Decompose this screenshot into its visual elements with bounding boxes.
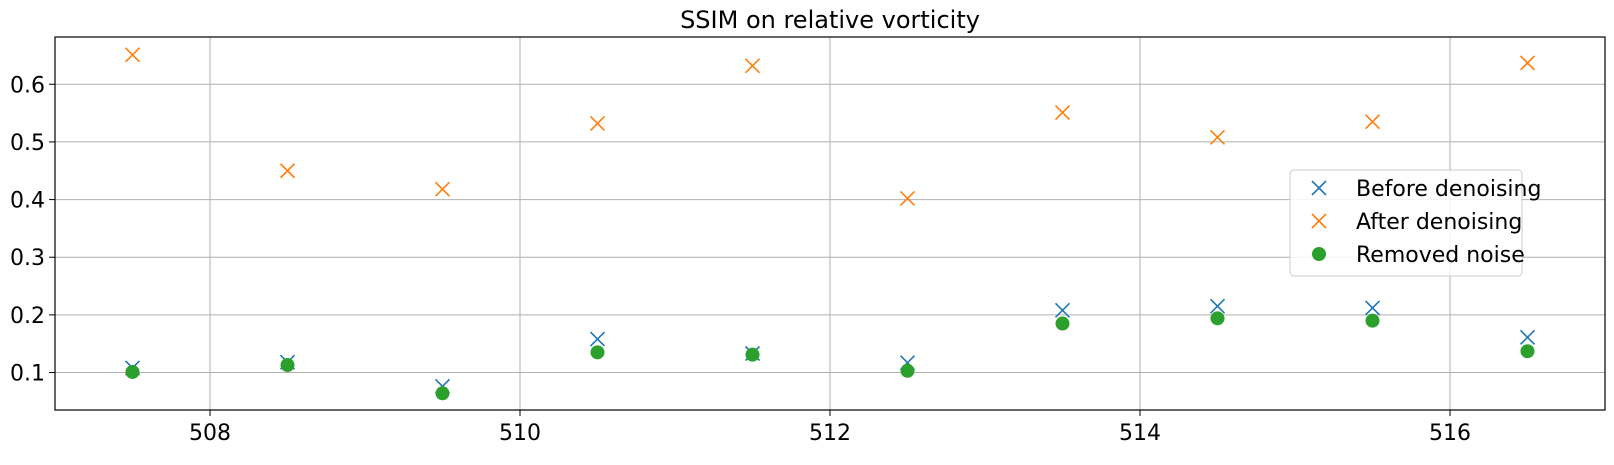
removed-noise-point (900, 363, 915, 378)
before-denoising-point (589, 331, 606, 347)
after-denoising-point (279, 163, 296, 179)
legend-label-before-denoising: Before denoising (1356, 177, 1541, 202)
removed-noise-point (1055, 316, 1070, 331)
after-denoising-point (124, 47, 141, 63)
y-tick-label: 0.2 (10, 304, 45, 329)
before-denoising-point (1519, 329, 1536, 345)
before-denoising-point (1364, 300, 1381, 316)
removed-noise-point (590, 345, 605, 360)
legend: Before denoising After denoising Removed n… (1289, 169, 1541, 277)
removed-noise-point (125, 364, 140, 379)
legend-label-after-denoising: After denoising (1356, 210, 1522, 235)
after-denoising-point (744, 58, 761, 74)
y-tick-label: 0.6 (10, 73, 45, 98)
removed-noise-point (1520, 344, 1535, 359)
removed-noise-point (1365, 313, 1380, 328)
removed-noise-point (745, 347, 760, 362)
x-tick-label: 516 (1429, 421, 1471, 446)
y-tick-label: 0.3 (10, 246, 45, 271)
after-denoising-point (899, 190, 916, 206)
after-denoising-point (434, 181, 451, 197)
removed-noise-point (435, 386, 450, 401)
plot-frame (54, 36, 1606, 411)
axis-ticks: 508 510 512 514 516 0.1 0.2 0.3 0.4 0.5 0.6 (10, 73, 1471, 446)
legend-marker-after-denoising (1311, 213, 1327, 229)
before-denoising-point (1209, 298, 1226, 314)
after-denoising-point (589, 115, 606, 132)
after-denoising-point (1209, 129, 1226, 145)
y-tick-label: 0.5 (10, 131, 45, 156)
after-denoising-point (1054, 104, 1071, 121)
after-denoising-point (1519, 55, 1536, 71)
y-tick-label: 0.4 (10, 189, 45, 214)
y-tick-label: 0.1 (10, 362, 45, 387)
legend-marker-before-denoising (1311, 180, 1327, 196)
legend-box (1289, 169, 1523, 277)
removed-noise-point (1210, 311, 1225, 326)
x-tick-label: 508 (189, 421, 231, 446)
after-denoising-point (1364, 114, 1381, 130)
chart-title: SSIM on relative vorticity (680, 6, 980, 34)
legend-marker-removed-noise (1312, 247, 1326, 261)
before-denoising-point (1054, 302, 1071, 318)
removed-noise-point (280, 358, 295, 373)
x-tick-label: 514 (1119, 421, 1161, 446)
x-tick-label: 510 (499, 421, 541, 446)
x-tick-label: 512 (809, 421, 851, 446)
data-points (124, 47, 1536, 401)
legend-label-removed-noise: Removed noise (1356, 243, 1525, 268)
